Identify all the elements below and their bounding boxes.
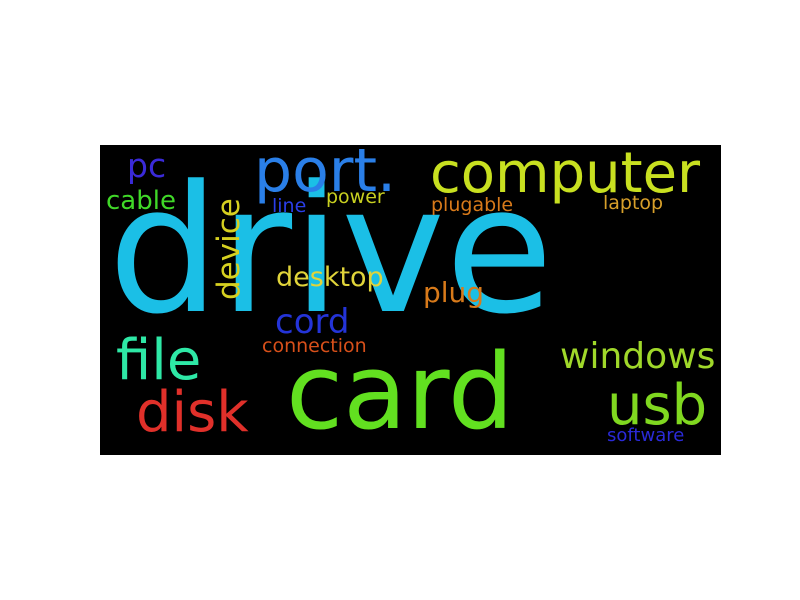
word-device: device: [211, 198, 247, 300]
word-cloud-panel: drive card port. computer file disk usb …: [100, 145, 721, 455]
word-cord: cord: [275, 302, 350, 342]
word-laptop: laptop: [603, 192, 664, 214]
word-software: software: [607, 425, 685, 446]
word-plugable: plugable: [431, 194, 514, 216]
word-plug: plug: [423, 276, 485, 309]
word-windows: windows: [560, 336, 716, 377]
word-computer: computer: [430, 145, 701, 206]
word-pc: pc: [127, 146, 167, 185]
word-card: card: [286, 331, 514, 453]
word-desktop: desktop: [276, 262, 384, 293]
word-file: file: [116, 328, 202, 393]
word-line: line: [272, 195, 307, 217]
word-usb: usb: [607, 373, 708, 438]
word-disk: disk: [136, 380, 249, 445]
word-port: port.: [254, 145, 397, 206]
word-drive: drive: [108, 148, 554, 353]
word-cable: cable: [106, 186, 176, 216]
word-power: power: [326, 186, 385, 208]
word-connection: connection: [262, 335, 367, 357]
